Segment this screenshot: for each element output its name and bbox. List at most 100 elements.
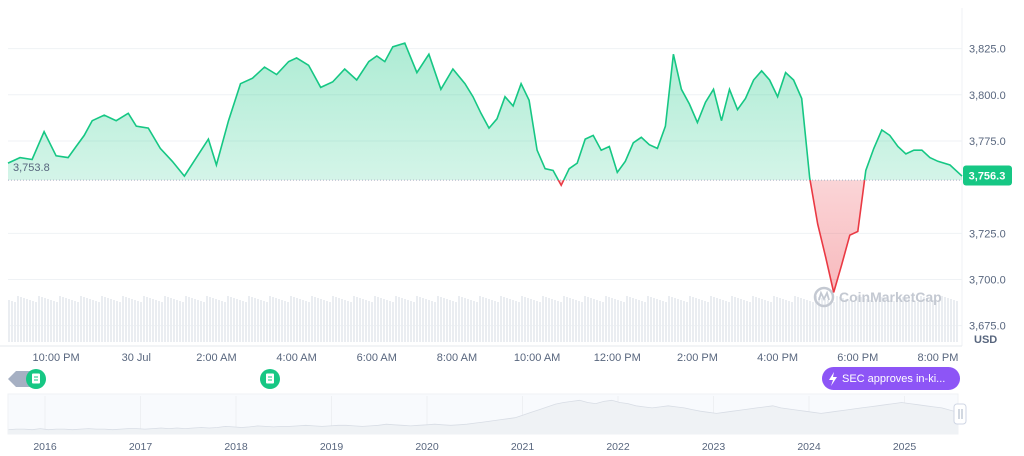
volume-bar xyxy=(68,299,70,342)
volume-bar xyxy=(521,296,523,342)
news-marker-1[interactable] xyxy=(26,369,46,389)
volume-bar xyxy=(359,298,361,342)
volume-bar xyxy=(74,301,76,342)
volume-bar xyxy=(161,302,163,342)
volume-bar xyxy=(557,301,559,342)
volume-bar xyxy=(650,297,652,342)
volume-bar xyxy=(29,300,31,342)
volume-bar xyxy=(248,296,250,342)
volume-bar xyxy=(875,302,877,342)
volume-bar xyxy=(710,296,712,342)
volume-bar xyxy=(947,298,949,342)
volume-bar xyxy=(35,302,37,342)
navigator-year-label: 2021 xyxy=(511,441,535,453)
volume-bar xyxy=(404,299,406,342)
volume-bar xyxy=(200,301,202,342)
volume-bar xyxy=(794,296,796,342)
volume-bar xyxy=(908,299,910,342)
sec-event-pill-bg[interactable] xyxy=(822,367,960,390)
volume-bar xyxy=(695,298,697,342)
volume-bar xyxy=(524,297,526,342)
volume-bar xyxy=(668,296,670,342)
volume-bar xyxy=(353,296,355,342)
navigator-year-label: 2020 xyxy=(415,441,439,453)
volume-bar xyxy=(446,299,448,342)
volume-bar xyxy=(188,297,190,342)
y-axis-ticks: 3,825.0 3,800.0 3,775.0 3,725.0 3,700.0 3,675… xyxy=(969,44,1006,333)
volume-bar xyxy=(740,299,742,342)
volume-bar xyxy=(851,301,853,342)
price-line-down xyxy=(557,180,866,293)
volume-bar xyxy=(761,299,763,342)
volume-bar xyxy=(377,297,379,342)
volume-bar xyxy=(692,297,694,342)
volume-bar xyxy=(779,298,781,342)
volume-bar xyxy=(140,302,142,342)
volume-bar xyxy=(500,296,502,342)
currency-unit: USD xyxy=(974,334,997,346)
event-markers[interactable]: SEC approves in-ki... xyxy=(8,367,960,390)
volume-bar xyxy=(386,300,388,342)
volume-bar xyxy=(263,301,265,342)
volume-bar xyxy=(221,301,223,342)
volume-bar xyxy=(101,296,103,342)
volume-bar xyxy=(440,297,442,342)
volume-bar xyxy=(575,300,577,342)
time-navigator[interactable]: 2016 2017 2018 2019 2020 2021 2022 2023 2024 2025 xyxy=(7,393,967,453)
volume-bar xyxy=(581,302,583,342)
volume-bar xyxy=(527,298,529,342)
volume-bar xyxy=(539,302,541,342)
volume-bar xyxy=(764,300,766,342)
volume-bar xyxy=(881,297,883,342)
volume-bar xyxy=(413,302,415,342)
sec-event-pill[interactable]: SEC approves in-ki... xyxy=(822,367,960,390)
volume-bar xyxy=(326,301,328,342)
volume-bar xyxy=(878,296,880,342)
navigator-handle-right[interactable] xyxy=(953,403,967,425)
volume-bar xyxy=(701,300,703,342)
volume-bar xyxy=(20,297,22,342)
volume-bar xyxy=(104,297,106,342)
volume-bar xyxy=(455,302,457,342)
volume-bar xyxy=(494,301,496,342)
volume-bar xyxy=(467,299,469,342)
navigator-handle-bg[interactable] xyxy=(953,403,967,425)
x-tick-label: 6:00 AM xyxy=(357,352,397,364)
volume-bar xyxy=(167,297,169,342)
volume-bar xyxy=(599,301,601,342)
volume-bar xyxy=(395,296,397,342)
volume-bar xyxy=(245,302,247,342)
volume-bar xyxy=(752,296,754,342)
volume-bar xyxy=(137,301,139,342)
volume-bar xyxy=(545,297,547,342)
volume-bar xyxy=(149,298,151,342)
news-marker-2[interactable] xyxy=(260,369,280,389)
volume-bar xyxy=(590,298,592,342)
volume-bar xyxy=(299,299,301,342)
volume-bar xyxy=(182,302,184,342)
volume-bar xyxy=(620,301,622,342)
volume-bar xyxy=(476,302,478,342)
volume-bar xyxy=(62,297,64,342)
volume-bar xyxy=(437,296,439,342)
volume-bar xyxy=(71,300,73,342)
volume-bar xyxy=(227,296,229,342)
volume-bar xyxy=(296,298,298,342)
volume-bar xyxy=(935,301,937,342)
volume-bar xyxy=(233,298,235,342)
navigator-year-label: 2018 xyxy=(224,441,248,453)
volume-bar xyxy=(32,301,34,342)
volume-bar xyxy=(92,300,94,342)
volume-bar xyxy=(644,302,646,342)
volume-bar xyxy=(272,297,274,342)
volume-bar xyxy=(944,297,946,342)
volume-bar xyxy=(515,301,517,342)
volume-bar xyxy=(65,298,67,342)
volume-bar xyxy=(806,300,808,342)
volume-bar xyxy=(350,302,352,342)
volume-bar xyxy=(458,296,460,342)
volume-bar xyxy=(53,301,55,342)
volume-bar xyxy=(941,296,943,342)
volume-bar xyxy=(362,299,364,342)
